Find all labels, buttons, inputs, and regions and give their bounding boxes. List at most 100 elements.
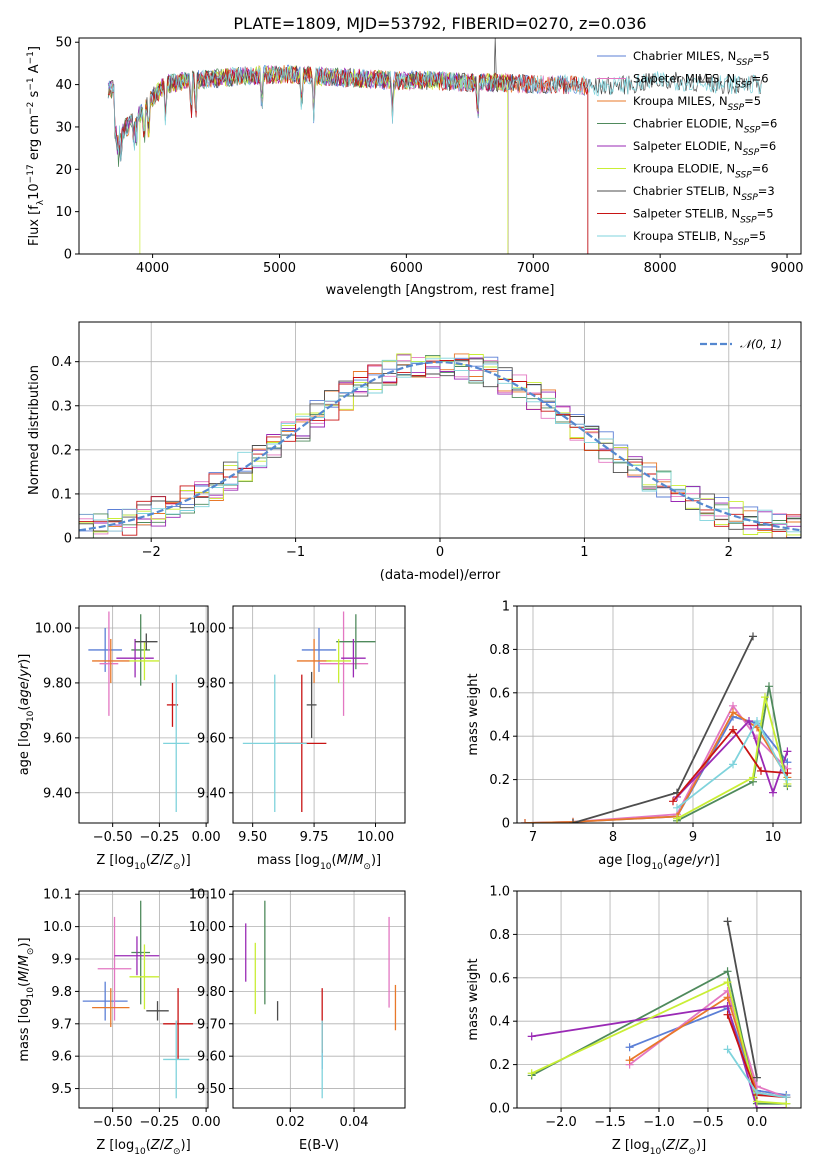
axes-frame — [78, 890, 209, 1109]
y-axis-label-part: Flux [f — [27, 205, 42, 246]
x-tick-label: 9.50 — [238, 830, 267, 845]
axes-frame — [232, 890, 406, 1109]
legend-entry-part: Salpeter ELODIE, N — [633, 139, 743, 153]
y-axis-label-part: s — [27, 90, 42, 101]
errorbar-chabrier-miles — [82, 981, 128, 1021]
x-axis-label: age [log10(age/yr)] — [598, 853, 720, 872]
legend-entry-part: =6 — [752, 72, 769, 86]
y-tick-label: 9.60 — [197, 731, 226, 746]
y-tick-label: 1 — [502, 600, 510, 615]
x-axis-label-part: Z [log — [612, 1138, 650, 1153]
y-tick-label: 50 — [55, 36, 72, 51]
x-axis-label-part: ⊙ — [173, 862, 181, 872]
legend-entry: Salpeter MILES, NSSP=6 — [633, 72, 769, 91]
histogram-salpeter-elodie — [79, 354, 801, 530]
axes-frame — [232, 605, 406, 824]
y-tick-label: 10.1 — [43, 888, 72, 903]
data-point-marker — [723, 1045, 732, 1054]
x-tick-label: 0.04 — [340, 1115, 369, 1130]
x-axis-label-part: Z — [679, 1138, 690, 1153]
series-line — [676, 686, 789, 822]
y-tick-label: 9.80 — [197, 985, 226, 1000]
axes-frame — [78, 605, 209, 824]
y-tick-label: 9.80 — [197, 676, 226, 691]
legend-entry: Chabrier ELODIE, NSSP=6 — [633, 117, 777, 136]
data-point-marker — [723, 917, 732, 926]
y-axis-label-part: −17 — [26, 164, 36, 183]
legend-entry-part: SSP — [744, 126, 761, 136]
legend-entry: Chabrier STELIB, NSSP=3 — [633, 184, 775, 203]
x-tick-label: −0.25 — [139, 830, 179, 845]
y-tick-label: 10 — [55, 205, 72, 220]
legend-entry-part: =3 — [758, 184, 775, 198]
y-axis-label-part: yr — [17, 662, 32, 678]
legend-entry: Salpeter ELODIE, NSSP=6 — [633, 139, 776, 158]
legend-entry-part: =6 — [752, 162, 769, 176]
spectrum-series-salpeter-miles — [107, 64, 589, 254]
errorbar-salpeter-miles — [99, 611, 119, 716]
x-tick-label: 4000 — [136, 261, 169, 276]
x-axis-label-part: 10 — [320, 862, 332, 872]
y-tick-label: 20 — [55, 163, 72, 178]
y-tick-label: 0.2 — [489, 773, 510, 788]
data-point-marker — [752, 1073, 761, 1082]
y-axis-label: Flux [fλ10−17 erg cm−2 s−1 A−1] — [26, 46, 46, 246]
y-tick-label: 9.6 — [51, 1050, 72, 1065]
y-axis-label-part: A — [27, 64, 42, 77]
y-axis-label-part: )] — [17, 654, 32, 664]
legend-entry-part: SSP — [743, 148, 760, 158]
errorbar-kroupa-elodie — [129, 641, 160, 681]
series-chabrier-stelib — [723, 917, 761, 1082]
y-tick-label: 0.8 — [489, 643, 510, 658]
y-tick-label: 0.1 — [51, 487, 72, 502]
series-line — [672, 728, 788, 802]
x-axis-label-part: ( — [146, 853, 151, 868]
x-axis-label-part: Z — [150, 1138, 161, 1153]
legend-entry-part: =6 — [759, 139, 776, 153]
panel-residuals: −2 −1 0 1 2 0 0.1 0.2 0.3 0.4 (data-model)/error No… — [27, 321, 802, 583]
series-line — [531, 980, 787, 1105]
x-tick-label: −1.0 — [643, 1115, 675, 1130]
x-axis-label-part: 10 — [651, 862, 663, 872]
x-tick-label: 9000 — [770, 261, 803, 276]
x-tick-label: 8000 — [644, 261, 677, 276]
histogram-salpeter-stelib — [79, 358, 801, 536]
y-axis-label-part: ( — [17, 982, 32, 987]
errorbar-chabrier-stelib — [306, 671, 317, 738]
y-axis-label-part: 10 — [26, 710, 36, 722]
errorbar-chabrier-elodie — [336, 614, 376, 670]
y-tick-label: 10.00 — [189, 621, 226, 636]
data-point-marker — [783, 747, 792, 756]
data-point-marker — [527, 1069, 536, 1078]
y-tick-label: 0 — [502, 817, 510, 832]
data-point-marker — [625, 1056, 634, 1065]
y-tick-label: 10.00 — [35, 621, 72, 636]
x-axis-label-part: / — [348, 853, 353, 868]
x-axis-label-part: 10 — [134, 1147, 146, 1157]
errorbar-salpeter-elodie — [114, 936, 160, 976]
data-point-marker — [723, 1002, 732, 1011]
data-point-marker — [757, 766, 765, 775]
y-axis-label-part: age [log — [17, 722, 32, 775]
y-axis-label-part: −1 — [26, 51, 36, 64]
x-axis-label-part: ( — [663, 853, 668, 868]
data-point-marker — [723, 993, 732, 1002]
y-tick-label: 0.0 — [489, 1102, 510, 1117]
x-axis-label: Z [log10(Z/Z⊙)] — [96, 1138, 190, 1157]
panel-mass_vs_Z: −0.50 −0.25 0.00 9.5 9.6 9.7 9.8 9.9 10.0 10.1 Z [… — [17, 888, 221, 1157]
x-tick-label: −0.50 — [93, 830, 133, 845]
data-point-marker — [745, 717, 753, 726]
legend-entry-part: Salpeter MILES, N — [633, 72, 735, 86]
series-salpeter-stelib — [669, 725, 792, 806]
x-axis-label-part: / — [692, 853, 697, 868]
x-tick-label: −1.5 — [594, 1115, 626, 1130]
spectrum-series-chabrier-elodie — [107, 66, 509, 254]
series-kroupa-stelib — [723, 1045, 791, 1102]
x-tick-label: 6000 — [390, 261, 423, 276]
y-tick-label: 0.4 — [489, 730, 510, 745]
x-tick-label: 8 — [609, 830, 617, 845]
x-axis-label-part: Z — [163, 1138, 174, 1153]
data-point-marker — [761, 693, 769, 702]
